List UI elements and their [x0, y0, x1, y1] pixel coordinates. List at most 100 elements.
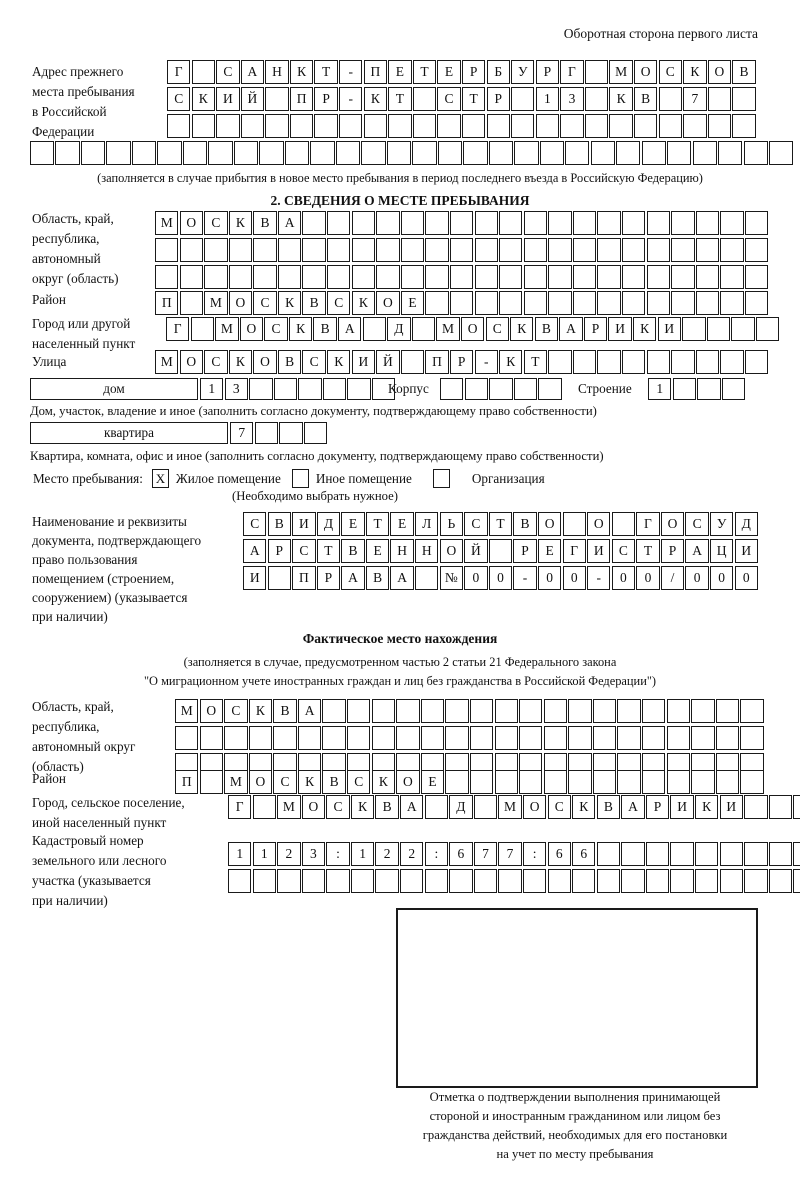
char-cell[interactable]	[718, 141, 743, 165]
char-cell[interactable]: Р	[660, 539, 685, 563]
char-cell[interactable]	[572, 291, 597, 315]
char-cell[interactable]	[720, 265, 744, 289]
char-cell[interactable]: О	[199, 699, 223, 723]
char-cell[interactable]	[182, 141, 208, 165]
char-cell[interactable]	[538, 378, 562, 400]
char-cell[interactable]: А	[297, 699, 322, 723]
char-cell[interactable]: В	[253, 211, 277, 235]
char-cell[interactable]	[691, 699, 715, 723]
char-cell[interactable]: Т	[388, 87, 412, 111]
char-cell[interactable]: Р	[314, 87, 338, 111]
char-cell[interactable]: 6	[572, 842, 596, 866]
char-cell[interactable]: 2	[400, 842, 424, 866]
char-cell[interactable]	[568, 770, 592, 794]
char-cell[interactable]	[494, 699, 518, 723]
korpus-cells[interactable]	[440, 378, 562, 400]
char-cell[interactable]	[277, 265, 302, 289]
char-cell[interactable]: Д	[387, 317, 411, 341]
char-cell[interactable]: 7	[230, 422, 254, 444]
char-cell[interactable]	[535, 114, 560, 138]
char-cell[interactable]: О	[376, 291, 400, 315]
char-cell[interactable]: Р	[513, 539, 537, 563]
char-cell[interactable]	[768, 842, 793, 866]
char-cell[interactable]	[362, 317, 387, 341]
char-cell[interactable]: О	[522, 795, 547, 819]
char-cell[interactable]	[224, 726, 248, 750]
char-cell[interactable]	[769, 141, 794, 165]
char-cell[interactable]	[744, 842, 768, 866]
char-cell[interactable]	[548, 265, 572, 289]
char-cell[interactable]	[298, 378, 322, 400]
char-cell[interactable]	[667, 141, 692, 165]
char-cell[interactable]: С	[292, 539, 316, 563]
char-cell[interactable]: С	[167, 87, 191, 111]
char-cell[interactable]: С	[273, 770, 297, 794]
char-cell[interactable]	[633, 114, 658, 138]
char-cell[interactable]: Р	[645, 795, 670, 819]
char-cell[interactable]: В	[375, 795, 399, 819]
char-cell[interactable]	[425, 211, 449, 235]
char-cell[interactable]	[691, 726, 715, 750]
char-cell[interactable]	[621, 291, 646, 315]
char-cell[interactable]: К	[609, 87, 633, 111]
char-cell[interactable]	[249, 378, 273, 400]
char-cell[interactable]	[670, 842, 694, 866]
char-cell[interactable]	[719, 842, 743, 866]
char-cell[interactable]	[396, 699, 420, 723]
char-cell[interactable]: А	[277, 211, 302, 235]
char-cell[interactable]	[302, 265, 326, 289]
char-cell[interactable]: С	[658, 60, 682, 84]
char-cell[interactable]	[572, 265, 597, 289]
char-cell[interactable]: -	[587, 566, 611, 590]
char-cell[interactable]	[473, 869, 498, 893]
char-cell[interactable]	[179, 265, 203, 289]
char-cell[interactable]	[489, 378, 513, 400]
char-cell[interactable]: О	[253, 350, 277, 374]
char-cell[interactable]: 1	[252, 842, 276, 866]
char-cell[interactable]	[415, 566, 439, 590]
char-cell[interactable]	[519, 726, 543, 750]
char-cell[interactable]	[297, 726, 322, 750]
char-cell[interactable]: 1	[648, 378, 672, 400]
char-cell[interactable]	[302, 238, 326, 262]
char-cell[interactable]: П	[175, 770, 199, 794]
char-cell[interactable]	[449, 291, 474, 315]
char-cell[interactable]	[464, 378, 488, 400]
char-cell[interactable]	[719, 869, 743, 893]
char-cell[interactable]: А	[341, 566, 365, 590]
char-cell[interactable]	[253, 238, 277, 262]
char-cell[interactable]	[191, 60, 215, 84]
char-cell[interactable]	[420, 699, 445, 723]
char-cell[interactable]: 0	[685, 566, 709, 590]
char-cell[interactable]	[646, 211, 670, 235]
char-cell[interactable]	[179, 291, 203, 315]
char-cell[interactable]: К	[228, 350, 253, 374]
char-cell[interactable]	[617, 770, 641, 794]
stay-type-organization-checkbox[interactable]	[432, 469, 450, 488]
previous-address-row-3[interactable]	[167, 114, 756, 138]
char-cell[interactable]	[248, 726, 273, 750]
char-cell[interactable]	[175, 726, 199, 750]
char-cell[interactable]: С	[204, 350, 228, 374]
char-cell[interactable]	[768, 795, 793, 819]
char-cell[interactable]	[499, 265, 523, 289]
char-cell[interactable]: В	[267, 512, 291, 536]
char-cell[interactable]	[252, 869, 276, 893]
char-cell[interactable]	[670, 869, 694, 893]
char-cell[interactable]: Ц	[709, 539, 734, 563]
char-cell[interactable]: К	[288, 317, 313, 341]
char-cell[interactable]: В	[302, 291, 326, 315]
char-cell[interactable]	[327, 211, 351, 235]
char-cell[interactable]: И	[351, 350, 376, 374]
previous-address-row-4[interactable]	[30, 141, 794, 165]
char-cell[interactable]	[548, 350, 572, 374]
char-cell[interactable]: 0	[488, 566, 513, 590]
char-cell[interactable]	[267, 566, 291, 590]
char-cell[interactable]	[396, 726, 420, 750]
char-cell[interactable]	[474, 211, 498, 235]
char-cell[interactable]	[560, 114, 584, 138]
char-cell[interactable]	[273, 726, 297, 750]
char-cell[interactable]	[302, 211, 326, 235]
char-cell[interactable]	[499, 291, 523, 315]
